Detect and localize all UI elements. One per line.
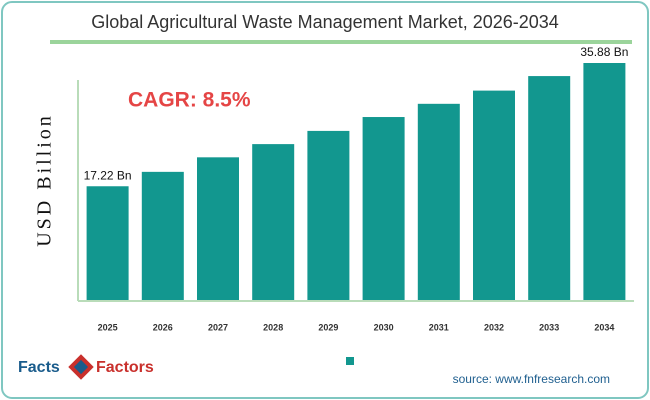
x-tick-label: 2030 xyxy=(374,322,394,332)
logo-right: Factors xyxy=(96,359,154,376)
bar xyxy=(197,157,239,300)
bar xyxy=(362,117,405,300)
x-tick-label: 2032 xyxy=(484,322,504,332)
bar xyxy=(307,130,350,300)
x-tick-label: 2034 xyxy=(594,322,614,332)
x-tick-label: 2026 xyxy=(153,322,173,332)
logo-left: Facts xyxy=(18,359,60,376)
bar xyxy=(86,186,129,300)
legend-swatch xyxy=(346,357,354,365)
cagr-annotation: CAGR: 8.5% xyxy=(128,89,251,112)
logo: Facts Factors xyxy=(18,354,154,380)
x-tick-label: 2025 xyxy=(98,322,118,332)
bar xyxy=(473,90,515,300)
x-tick-label: 2027 xyxy=(208,322,228,332)
bar xyxy=(141,171,184,300)
logo-icon-inner xyxy=(73,359,89,375)
value-label: 17.22 Bn xyxy=(84,168,132,182)
y-axis-label: USD Billion xyxy=(34,113,56,247)
bar xyxy=(417,103,460,300)
x-tick-label: 2031 xyxy=(429,322,449,332)
source: source: www.fnfresearch.com xyxy=(453,372,610,386)
bar xyxy=(528,76,571,300)
x-tick-label: 2033 xyxy=(539,322,559,332)
bar xyxy=(252,144,295,300)
x-tick-label: 2029 xyxy=(318,322,338,332)
bar xyxy=(583,63,626,300)
chart-title: Global Agricultural Waste Management Mar… xyxy=(91,12,559,32)
value-label: 35.88 Bn xyxy=(580,45,628,59)
x-tick-label: 2028 xyxy=(263,322,283,332)
